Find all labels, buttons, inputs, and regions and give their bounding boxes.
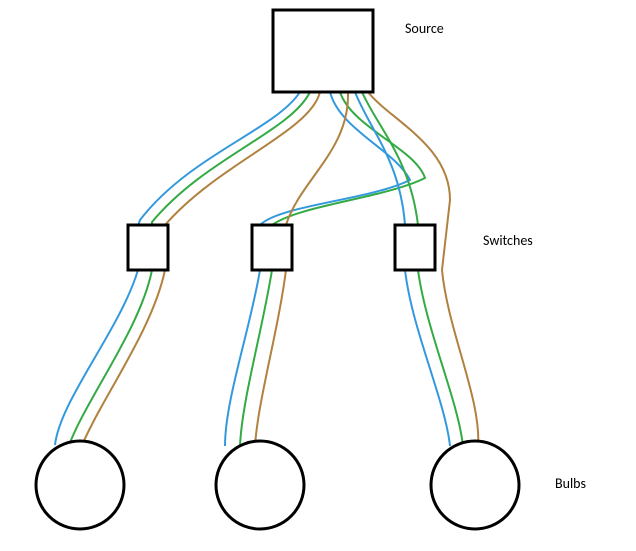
switch-node bbox=[128, 225, 168, 270]
shapes-layer bbox=[36, 10, 519, 529]
bulb-node bbox=[431, 441, 519, 529]
bulb-node bbox=[216, 441, 304, 529]
switches-label: Switches bbox=[483, 232, 533, 249]
wiring-diagram bbox=[0, 0, 636, 551]
source-node bbox=[273, 10, 373, 92]
source-label: Source bbox=[405, 20, 444, 37]
bulbs-label: Bulbs bbox=[555, 475, 586, 492]
bulb-node bbox=[36, 441, 124, 529]
switch-node bbox=[252, 225, 292, 270]
switch-node bbox=[395, 225, 435, 270]
